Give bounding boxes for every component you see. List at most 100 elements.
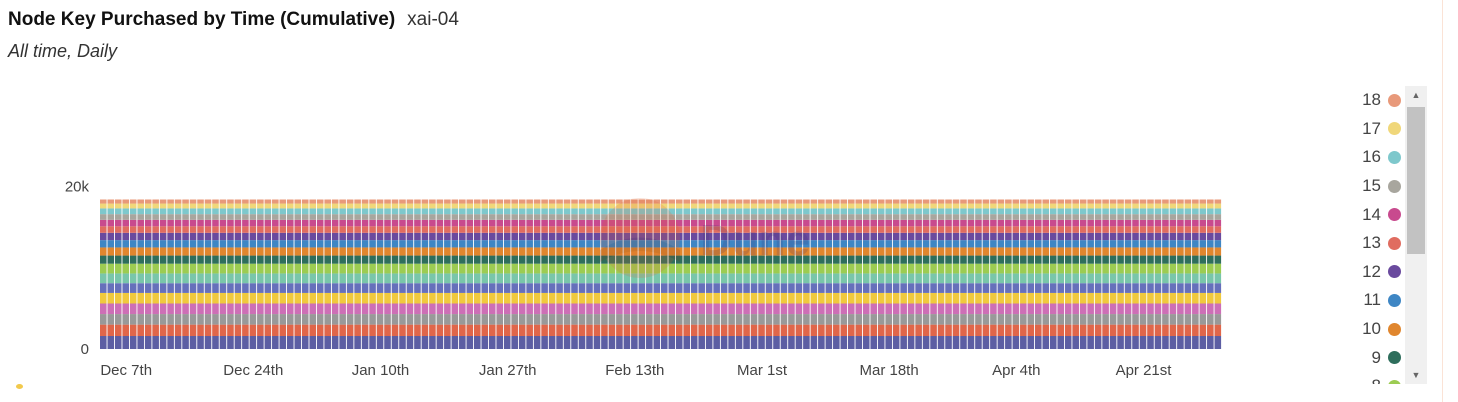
bar-segment[interactable]	[563, 263, 571, 274]
bar-segment[interactable]	[982, 255, 990, 264]
bar-segment[interactable]	[1207, 303, 1214, 315]
bar-segment[interactable]	[705, 314, 713, 325]
legend-item[interactable]: 12	[1335, 258, 1401, 287]
bar-segment[interactable]	[982, 263, 990, 274]
bar-segment[interactable]	[257, 283, 264, 293]
bar-segment[interactable]	[257, 314, 264, 325]
bar-segment[interactable]	[930, 240, 937, 248]
bar-segment[interactable]	[915, 336, 922, 349]
bar-segment[interactable]	[900, 199, 907, 204]
bar-segment[interactable]	[376, 314, 384, 325]
bar-segment[interactable]	[219, 240, 227, 248]
bar-segment[interactable]	[1027, 247, 1035, 256]
bar-segment[interactable]	[750, 283, 758, 293]
bar-segment[interactable]	[795, 255, 803, 264]
bar-segment[interactable]	[1102, 199, 1109, 204]
bar-segment[interactable]	[272, 226, 279, 233]
bar-segment[interactable]	[586, 336, 593, 349]
bar-segment[interactable]	[137, 219, 144, 227]
bar-segment[interactable]	[990, 214, 997, 220]
bar-segment[interactable]	[758, 336, 765, 349]
bar-segment[interactable]	[945, 263, 952, 274]
bar-segment[interactable]	[137, 336, 144, 349]
bar-segment[interactable]	[272, 208, 279, 215]
bar-segment[interactable]	[414, 240, 421, 248]
bar-segment[interactable]	[818, 324, 825, 337]
bar-segment[interactable]	[466, 214, 474, 220]
bar-segment[interactable]	[1012, 255, 1020, 264]
bar-segment[interactable]	[1049, 255, 1057, 264]
bar-segment[interactable]	[705, 283, 713, 293]
bar-segment[interactable]	[197, 232, 204, 241]
bar-segment[interactable]	[1057, 292, 1065, 304]
bar-segment[interactable]	[1072, 214, 1079, 220]
bar-segment[interactable]	[100, 240, 107, 248]
bar-segment[interactable]	[414, 263, 421, 274]
bar-segment[interactable]	[773, 273, 780, 284]
bar-segment[interactable]	[526, 199, 533, 204]
bar-segment[interactable]	[960, 214, 967, 220]
bar-segment[interactable]	[346, 219, 354, 227]
bar-segment[interactable]	[975, 263, 982, 274]
bar-segment[interactable]	[541, 199, 548, 204]
bar-segment[interactable]	[1102, 255, 1109, 264]
bar-segment[interactable]	[877, 219, 885, 227]
bar-segment[interactable]	[1042, 247, 1050, 256]
bar-segment[interactable]	[705, 263, 713, 274]
bar-segment[interactable]	[1207, 199, 1214, 204]
bar-segment[interactable]	[466, 292, 474, 304]
bar-segment[interactable]	[646, 232, 653, 241]
bar-segment[interactable]	[287, 232, 294, 241]
bar-segment[interactable]	[900, 226, 907, 233]
bar-segment[interactable]	[848, 292, 855, 304]
bar-segment[interactable]	[952, 303, 960, 315]
bar-segment[interactable]	[234, 255, 242, 264]
bar-segment[interactable]	[877, 247, 885, 256]
bar-segment[interactable]	[818, 240, 825, 248]
bar-segment[interactable]	[197, 203, 204, 209]
bar-segment[interactable]	[384, 240, 391, 248]
bar-segment[interactable]	[1072, 283, 1079, 293]
bar-segment[interactable]	[915, 324, 922, 337]
bar-segment[interactable]	[556, 255, 563, 264]
bar-segment[interactable]	[212, 199, 219, 204]
bar-segment[interactable]	[167, 273, 174, 284]
bar-segment[interactable]	[122, 240, 130, 248]
bar-segment[interactable]	[1094, 199, 1102, 204]
bar-segment[interactable]	[758, 214, 765, 220]
bar-segment[interactable]	[1109, 283, 1117, 293]
bar-segment[interactable]	[638, 263, 646, 274]
bar-segment[interactable]	[346, 336, 354, 349]
bar-segment[interactable]	[137, 292, 144, 304]
bar-segment[interactable]	[444, 283, 451, 293]
bar-segment[interactable]	[661, 292, 668, 304]
bar-segment[interactable]	[638, 273, 646, 284]
bar-segment[interactable]	[870, 247, 878, 256]
bar-segment[interactable]	[593, 255, 601, 264]
bar-segment[interactable]	[1087, 240, 1094, 248]
bar-segment[interactable]	[488, 273, 496, 284]
bar-segment[interactable]	[1124, 314, 1132, 325]
bar-segment[interactable]	[249, 203, 257, 209]
bar-segment[interactable]	[1139, 292, 1147, 304]
bar-segment[interactable]	[1057, 324, 1065, 337]
bar-segment[interactable]	[100, 255, 107, 264]
bar-segment[interactable]	[818, 232, 825, 241]
bar-segment[interactable]	[197, 303, 204, 315]
bar-segment[interactable]	[548, 336, 556, 349]
bar-segment[interactable]	[952, 226, 960, 233]
bar-segment[interactable]	[331, 283, 339, 293]
bar-segment[interactable]	[982, 219, 990, 227]
bar-segment[interactable]	[743, 283, 750, 293]
bar-segment[interactable]	[167, 283, 174, 293]
bar-segment[interactable]	[444, 247, 451, 256]
bar-segment[interactable]	[384, 247, 391, 256]
bar-segment[interactable]	[765, 203, 773, 209]
bar-segment[interactable]	[586, 324, 593, 337]
bar-segment[interactable]	[354, 273, 361, 284]
legend-item[interactable]: 18	[1335, 86, 1401, 115]
bar-segment[interactable]	[144, 214, 152, 220]
bar-segment[interactable]	[1072, 199, 1079, 204]
bar-segment[interactable]	[369, 214, 376, 220]
bar-segment[interactable]	[848, 273, 855, 284]
